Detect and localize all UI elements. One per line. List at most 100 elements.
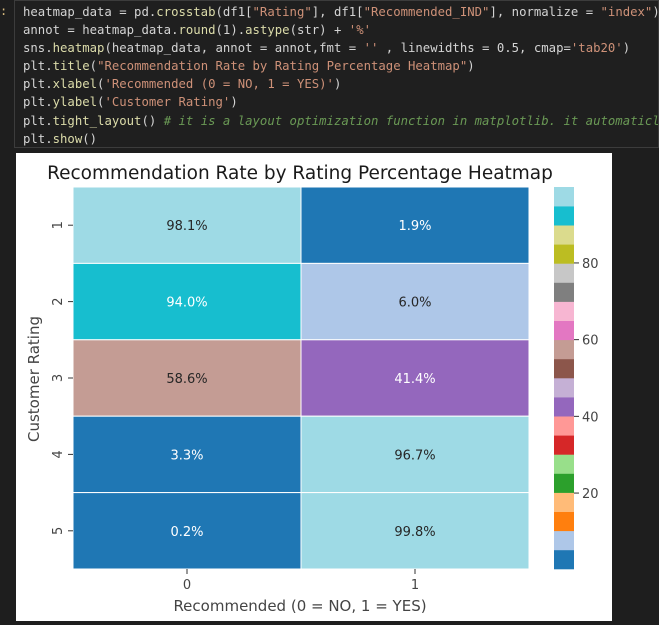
code-line: plt.tight_layout() # it is a layout opti… <box>23 112 658 130</box>
heatmap-cell <box>300 339 530 417</box>
colorbar-segment <box>554 397 574 417</box>
code-token: plt. <box>23 59 53 74</box>
code-token: title <box>52 59 90 74</box>
code-token: plt. <box>23 131 53 146</box>
code-token: ) <box>230 95 238 110</box>
cell-annotation: 94.0% <box>166 296 207 311</box>
y-tick-label: 3 <box>51 374 66 382</box>
code-token: "Recommendation Rate by Rating Percentag… <box>97 59 468 74</box>
colorbar-segment <box>554 492 574 512</box>
heatmap-cell <box>300 262 530 341</box>
colorbar-segment <box>554 339 574 360</box>
colorbar-segment <box>554 225 574 245</box>
code-line: annot = heatmap_data.round(1).astype(str… <box>23 21 658 39</box>
y-axis-label: Customer Rating <box>25 316 43 442</box>
x-tick-label: 1 <box>411 578 419 593</box>
colorbar-tick-label: 20 <box>582 487 599 502</box>
code-token: show <box>52 131 83 146</box>
code-token: (heatmap_data, annot = annot,fmt = <box>104 41 364 56</box>
colorbar-segment <box>554 320 574 341</box>
code-token: "index" <box>600 5 653 19</box>
code-line: plt.show() <box>23 130 658 147</box>
colorbar-segment <box>554 206 574 226</box>
code-line: plt.ylabel('Customer Rating') <box>23 93 658 111</box>
code-line: sns.heatmap(heatmap_data, annot = annot,… <box>23 39 658 57</box>
y-tick-label: 1 <box>51 221 66 229</box>
colorbar-segment <box>554 530 574 551</box>
code-token: crosstab <box>156 5 216 19</box>
code-token: xlabel <box>52 77 98 92</box>
colorbar-segment <box>554 282 574 302</box>
cell-annotation: 99.8% <box>394 525 435 540</box>
code-token: 'Customer Rating' <box>104 95 231 110</box>
code-token: ) <box>622 41 631 56</box>
code-token: ], normalize = <box>489 5 601 19</box>
code-token: ylabel <box>52 95 98 110</box>
code-token: 'tab20' <box>570 41 623 56</box>
code-token: astype <box>245 23 290 38</box>
code-token: ( <box>97 95 105 110</box>
code-token: heatmap_data = pd. <box>23 5 157 19</box>
colorbar <box>554 187 574 570</box>
colorbar-segment <box>554 378 574 398</box>
code-token: "Recommended_IND" <box>363 5 490 19</box>
heatmap-chart: Recommendation Rate by Rating Percentage… <box>25 163 599 615</box>
colorbar-tick-label: 80 <box>582 257 599 272</box>
code-token: '%' <box>348 23 372 38</box>
colorbar-segment <box>554 187 574 207</box>
colorbar-segment <box>554 358 574 379</box>
cell-prompt: : <box>0 4 8 18</box>
code-token: plt. <box>23 95 53 110</box>
cell-output: Recommendation Rate by Rating Percentage… <box>16 153 612 621</box>
code-token: ( <box>97 77 105 92</box>
code-token: plt. <box>23 77 53 92</box>
code-token: plt. <box>23 113 53 128</box>
cell-annotation: 96.7% <box>394 448 435 463</box>
colorbar-segment <box>554 511 574 532</box>
code-token: ( <box>89 59 98 74</box>
colorbar-segment <box>554 301 574 321</box>
code-token: annot = heatmap_data. <box>23 23 179 38</box>
code-token: round <box>178 23 216 38</box>
heatmap-cell <box>72 186 302 264</box>
code-token: heatmap <box>52 41 105 56</box>
heatmap-cell <box>72 415 302 494</box>
heatmap-cell <box>300 492 530 570</box>
code-token: '' <box>363 41 379 56</box>
colorbar-tick-label: 60 <box>582 334 599 349</box>
code-line: plt.xlabel('Recommended (0 = NO, 1 = YES… <box>23 75 658 93</box>
y-tick-label: 2 <box>51 297 66 305</box>
code-token: (1). <box>215 23 246 38</box>
heatmap-cell <box>300 186 530 264</box>
cell-annotation: 6.0% <box>398 296 431 311</box>
x-tick-label: 0 <box>183 578 191 593</box>
code-line: plt.title("Recommendation Rate by Rating… <box>23 57 658 75</box>
heatmap-cell <box>72 339 302 417</box>
chart-title: Recommendation Rate by Rating Percentage… <box>47 163 553 184</box>
code-editor[interactable]: heatmap_data = pd.crosstab(df1["Rating"]… <box>14 0 659 148</box>
y-tick-label: 4 <box>51 450 66 458</box>
cell-annotation: 0.2% <box>170 525 203 540</box>
colorbar-segment <box>554 435 574 455</box>
colorbar-segment <box>554 473 574 493</box>
cell-annotation: 3.3% <box>170 448 203 463</box>
cell-annotation: 1.9% <box>398 219 431 234</box>
code-token: , linewidths = 0.5, cmap= <box>378 41 571 56</box>
code-token: sns. <box>23 41 53 56</box>
code-token: (str) + <box>289 23 349 38</box>
colorbar-segment <box>554 244 574 264</box>
code-token: () <box>141 113 164 128</box>
colorbar-segment <box>554 454 574 474</box>
code-line: heatmap_data = pd.crosstab(df1["Rating"]… <box>23 3 658 21</box>
cell-annotation: 41.4% <box>394 372 435 387</box>
code-token: tight_layout <box>52 113 142 128</box>
code-token: ], df1[ <box>311 5 364 19</box>
code-cell[interactable]: : heatmap_data = pd.crosstab(df1["Rating… <box>0 0 659 150</box>
code-token: ) <box>467 59 475 74</box>
colorbar-tick-label: 40 <box>582 410 599 425</box>
code-token: # it is a layout optimization function i… <box>163 113 659 128</box>
x-axis-label: Recommended (0 = NO, 1 = YES) <box>173 597 426 615</box>
code-token: ) <box>652 5 658 19</box>
code-token: 'Recommended (0 = NO, 1 = YES)' <box>104 77 334 92</box>
code-token: () <box>82 131 98 146</box>
